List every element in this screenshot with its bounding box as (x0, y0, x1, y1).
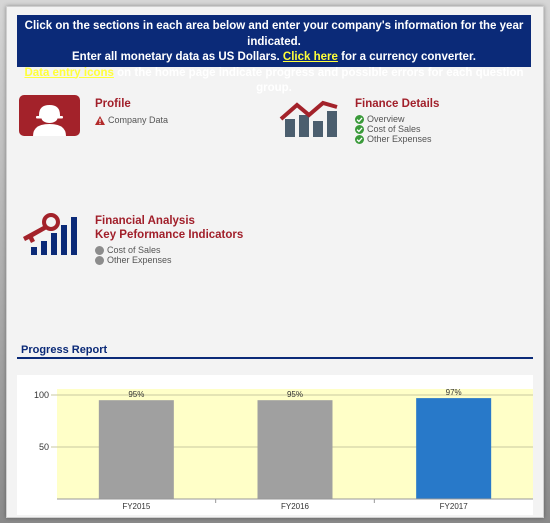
finance-chart-icon[interactable] (279, 97, 339, 137)
finance-item-label: Overview (367, 114, 405, 124)
data-label: 95% (128, 390, 144, 399)
finance-item-cost-of-sales[interactable]: Cost of Sales (355, 124, 439, 134)
progress-divider (17, 357, 533, 359)
x-tick-label: FY2017 (440, 502, 469, 511)
analysis-item-cost-of-sales[interactable]: Cost of Sales (95, 245, 243, 255)
bar-fy2017 (416, 398, 492, 499)
progress-report-title: Progress Report (21, 344, 108, 356)
banner-line-2: Enter all monetary data as US Dollars. C… (17, 50, 531, 66)
analysis-item-other-expenses[interactable]: Other Expenses (95, 255, 243, 265)
finance-title[interactable]: Finance Details (355, 98, 440, 110)
banner-line-3-text: on the home page indicate progress and p… (117, 66, 524, 95)
data-label: 97% (446, 388, 462, 397)
x-tick-label: FY2015 (122, 502, 151, 511)
warning-icon (95, 115, 105, 125)
bar-fy2015 (98, 400, 174, 499)
y-tick-label: 50 (39, 442, 49, 452)
data-label: 95% (287, 390, 303, 399)
instruction-banner: Click on the sections in each area below… (17, 15, 531, 94)
analysis-item-label: Cost of Sales (107, 245, 161, 255)
y-tick-label: 100 (34, 390, 49, 400)
finance-item-overview[interactable]: Overview (355, 114, 439, 124)
analysis-item-label: Other Expenses (107, 255, 172, 265)
banner-line-2-text: Enter all monetary data as US Dollars. (72, 51, 280, 63)
profile-title[interactable]: Profile (95, 98, 131, 110)
bar-fy2016 (257, 400, 333, 499)
finance-item-other-expenses[interactable]: Other Expenses (355, 134, 439, 144)
currency-converter-link[interactable]: Click here (282, 51, 338, 63)
profile-item-company-data[interactable]: Company Data (95, 115, 168, 125)
check-circle-icon (355, 124, 364, 134)
banner-line-1: Click on the sections in each area below… (24, 20, 524, 48)
finance-item-label: Cost of Sales (367, 124, 421, 134)
x-tick-label: FY2016 (281, 502, 310, 511)
analysis-section: Financial Analysis Key Peformance Indica… (95, 214, 243, 265)
profile-user-icon[interactable] (19, 95, 80, 136)
data-entry-icons-link[interactable]: Data entry icons (24, 66, 114, 79)
pending-circle-icon (95, 255, 104, 265)
banner-line-3: Data entry icons on the home page indica… (17, 66, 531, 97)
finance-item-label: Other Expenses (367, 134, 432, 144)
key-chart-icon[interactable] (19, 213, 79, 255)
kpi-title[interactable]: Key Peformance Indicators (95, 229, 244, 241)
analysis-title[interactable]: Financial Analysis (95, 215, 195, 227)
check-circle-icon (355, 114, 364, 124)
finance-section: Finance Details Overview Cost of Sales (355, 97, 439, 144)
check-circle-icon (355, 134, 364, 144)
progress-chart-svg: 50 100 95% FY2015 95% FY2016 97% FY2017 (34, 388, 533, 511)
main-frame: Click on the sections in each area below… (6, 6, 544, 518)
banner-line-2-suffix: for a currency converter. (341, 51, 476, 63)
profile-section: Profile Company Data (95, 97, 168, 125)
progress-chart: 50 100 95% FY2015 95% FY2016 97% FY2017 (17, 375, 533, 515)
profile-item-label: Company Data (108, 115, 169, 125)
pending-circle-icon (95, 245, 104, 255)
